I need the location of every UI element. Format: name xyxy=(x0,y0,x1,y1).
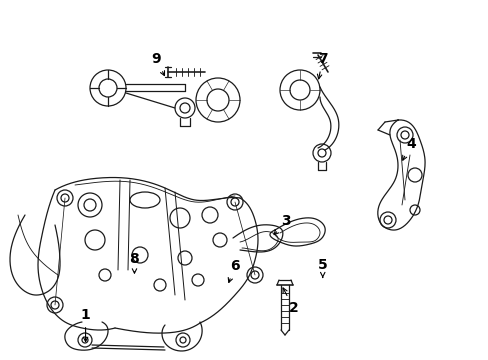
Text: 9: 9 xyxy=(151,53,164,76)
Text: 1: 1 xyxy=(81,308,90,342)
Text: 8: 8 xyxy=(129,252,139,273)
Text: 2: 2 xyxy=(283,288,298,315)
Text: 7: 7 xyxy=(317,53,327,79)
Text: 3: 3 xyxy=(274,215,290,235)
Text: 6: 6 xyxy=(228,260,239,283)
Text: 4: 4 xyxy=(402,137,415,160)
Text: 5: 5 xyxy=(317,258,327,277)
